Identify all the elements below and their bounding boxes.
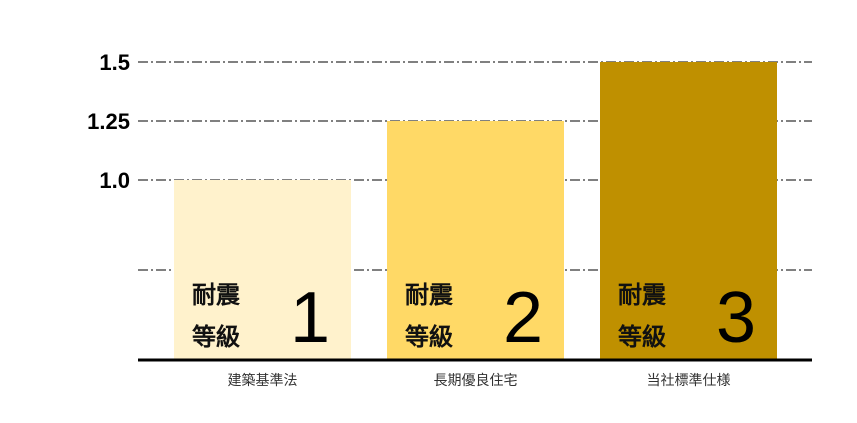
bar-label-line1: 耐震	[405, 281, 454, 309]
bar-grade-number: 3	[716, 278, 756, 358]
bar-2	[387, 121, 564, 360]
y-tick-label: 1.0	[99, 168, 130, 193]
bar-1	[174, 180, 351, 360]
bar-label-line1: 耐震	[192, 281, 241, 309]
bar-label-line1: 耐震	[618, 281, 667, 309]
y-tick-label: 1.5	[99, 50, 130, 75]
bar-grade-number: 1	[290, 278, 330, 358]
x-category-label: 当社標準仕様	[647, 373, 731, 389]
bar-grade-number: 2	[503, 278, 543, 358]
bar-label-line2: 等級	[405, 323, 453, 351]
bar-label-line2: 等級	[192, 323, 240, 351]
bar-label-line2: 等級	[618, 323, 666, 351]
bar-3	[600, 62, 777, 360]
x-category-label: 長期優良住宅	[434, 373, 518, 389]
x-category-label: 建築基準法	[228, 372, 298, 389]
y-tick-label: 1.25	[87, 109, 130, 134]
